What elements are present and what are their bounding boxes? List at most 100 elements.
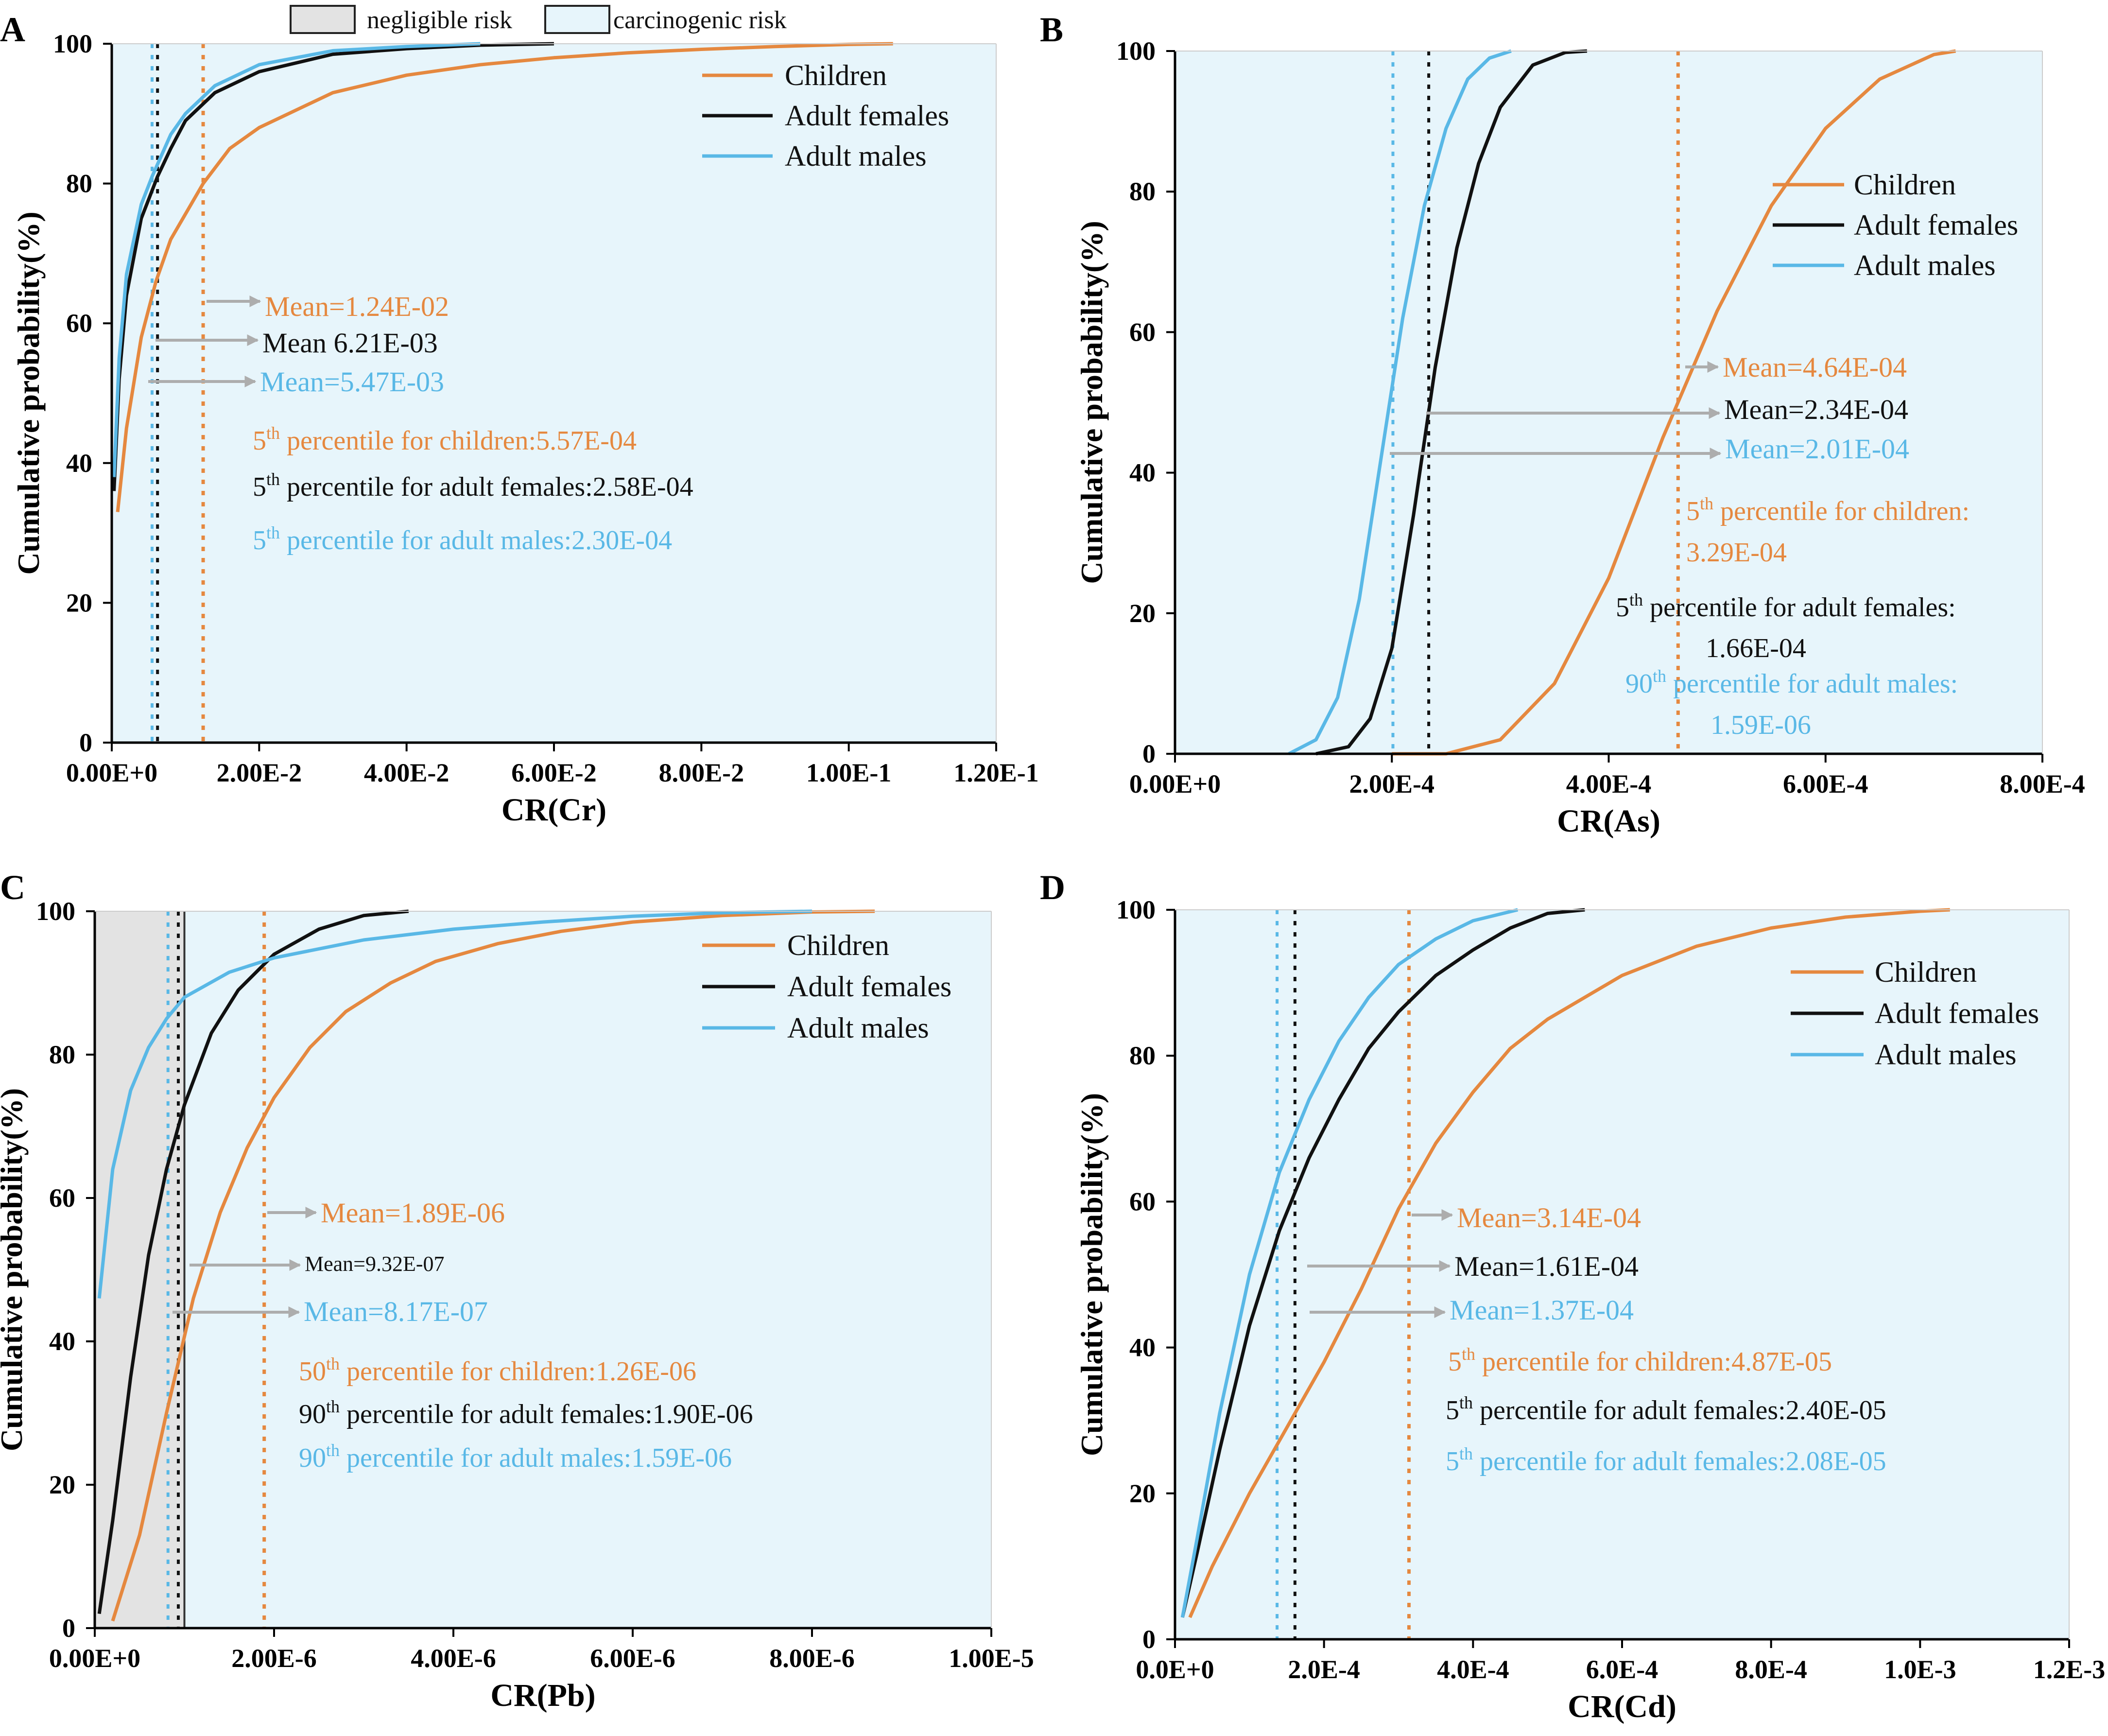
y-tick-label: 80 [66, 169, 92, 198]
top-legend: negligible risk carcinogenic risk [290, 5, 787, 34]
mean-label-adult-males: Mean=8.17E-07 [304, 1296, 488, 1327]
x-tick-label: 2.0E-4 [1288, 1655, 1360, 1684]
series-line-adult-males [1180, 908, 1519, 1618]
series-line-adult-males [97, 909, 812, 1299]
y-tick-label: 20 [49, 1470, 75, 1499]
negligible-risk-label: negligible risk [367, 6, 512, 34]
negligible-region [95, 911, 185, 1628]
percentile-value-adult-males: 1.59E-06 [1711, 710, 1811, 740]
percentile-label-adult-females: 5th percentile for adult females:2.58E-0… [253, 469, 693, 502]
x-tick-label: 6.00E-4 [1783, 769, 1868, 799]
y-tick-label: 40 [1129, 458, 1156, 487]
percentile-value-children: 3.29E-04 [1686, 538, 1787, 568]
y-tick-label: 0 [1142, 739, 1156, 768]
series-line-adult-males [1288, 49, 1512, 756]
percentile-label-children: 5th percentile for children:5.57E-04 [253, 423, 637, 456]
x-tick-label: 4.00E-6 [411, 1644, 496, 1673]
series-line-children [1392, 49, 1956, 756]
percentile-value-adult-females: 1.66E-04 [1706, 633, 1806, 663]
y-tick-label: 0 [62, 1614, 75, 1643]
legend-label-adult-females: Adult females [1875, 997, 2039, 1029]
y-tick-label: 40 [1129, 1333, 1156, 1362]
y-tick-label: 100 [1116, 895, 1156, 924]
panel-letter: A [0, 10, 25, 49]
percentile-label-children: 5th percentile for children:4.87E-05 [1448, 1344, 1832, 1377]
series-line-adult-males [112, 42, 481, 477]
x-tick-label: 0.00E+0 [1129, 769, 1221, 799]
panel-a: A 0.00E+0 2.00E-2 4.00E-2 6.00E-2 8.00E-2 1.00… [0, 10, 1039, 828]
percentile-label-adult-males: 5th percentile for adult females:2.08E-0… [1446, 1444, 1886, 1476]
panel-letter: B [1040, 10, 1063, 49]
x-axis-label: CR(Cr) [501, 792, 606, 828]
y-tick-label: 80 [49, 1040, 75, 1069]
legend: Children Adult females Adult males [702, 59, 949, 172]
x-tick-label: 2.00E-6 [231, 1644, 317, 1673]
legend-label-adult-females: Adult females [785, 100, 949, 132]
y-tick-label: 0 [1142, 1625, 1156, 1654]
y-tick-label: 40 [66, 449, 92, 478]
x-tick-label: 8.00E-2 [659, 758, 744, 787]
carcinogenic-region [95, 911, 991, 1628]
legend: Children Adult females Adult males [702, 929, 951, 1044]
percentile-label-adult-males: 5th percentile for adult males:2.30E-04 [253, 523, 672, 556]
x-axis-label: CR(Cd) [1568, 1689, 1676, 1724]
y-tick-label: 40 [49, 1327, 75, 1356]
series-line-children [1188, 908, 1950, 1618]
mean-label-adult-females: Mean=1.61E-04 [1454, 1250, 1639, 1282]
negligible-risk-swatch [290, 5, 356, 34]
legend-label-adult-males: Adult males [1875, 1039, 2017, 1071]
legend-label-children: Children [1854, 169, 1956, 201]
carcinogenic-region [1175, 910, 2069, 1639]
x-tick-label: 4.00E-4 [1566, 769, 1652, 799]
x-tick-label: 1.00E-5 [949, 1644, 1034, 1673]
percentile-label-adult-females: 5th percentile for adult females: [1616, 590, 1956, 623]
legend-label-children: Children [785, 59, 887, 91]
mean-label-adult-males: Mean=2.01E-04 [1725, 433, 1909, 465]
x-tick-label: 0.00E+0 [66, 758, 157, 787]
panel-letter: C [0, 868, 25, 907]
x-tick-label: 6.00E-2 [511, 758, 597, 787]
legend-label-children: Children [1875, 956, 1977, 988]
panel-c: C 0.00E+0 2.00E-6 4.00E-6 6.00E-6 8.00E-6 1.00… [0, 868, 1034, 1713]
percentile-label-children: 5th percentile for children: [1686, 494, 1970, 526]
legend: Children Adult females Adult males [1773, 169, 2018, 281]
x-tick-label: 0.00E+0 [49, 1644, 140, 1673]
x-tick-label: 8.0E-4 [1735, 1655, 1807, 1684]
panel-d: D 0.0E+0 2.0E-4 4.0E-4 6.0E-4 8.0E-4 1.0E-3 1.2… [1040, 868, 2105, 1724]
x-tick-label: 0.0E+0 [1136, 1655, 1214, 1684]
x-tick-label: 8.00E-4 [2000, 769, 2085, 799]
y-tick-label: 60 [66, 309, 92, 338]
percentile-label-children: 50th percentile for children:1.26E-06 [299, 1354, 696, 1387]
y-tick-label: 0 [79, 728, 92, 757]
carcinogenic-risk-swatch [544, 5, 610, 34]
series-line-children [116, 42, 893, 512]
legend-label-adult-females: Adult females [1854, 209, 2018, 241]
y-tick-label: 100 [53, 29, 92, 58]
legend-label-adult-males: Adult males [785, 140, 927, 172]
percentile-label-adult-females: 90th percentile for adult females:1.90E-… [299, 1397, 753, 1429]
legend-label-children: Children [787, 929, 889, 961]
mean-label-children: Mean=4.64E-04 [1723, 351, 1907, 383]
legend-label-adult-females: Adult females [787, 971, 951, 1003]
series-line-children [111, 909, 875, 1622]
y-tick-label: 100 [1116, 36, 1156, 66]
carcinogenic-region [112, 44, 996, 743]
y-axis-label: Cumulative probability(%) [0, 1088, 29, 1451]
mean-label-adult-females: Mean=9.32E-07 [305, 1252, 445, 1276]
x-tick-label: 8.00E-6 [769, 1644, 855, 1673]
panel-letter: D [1040, 868, 1065, 907]
x-tick-label: 1.0E-3 [1884, 1655, 1956, 1684]
x-tick-label: 2.00E-4 [1349, 769, 1435, 799]
y-tick-label: 100 [36, 897, 75, 926]
x-tick-label: 1.00E-1 [806, 758, 892, 787]
y-tick-label: 80 [1129, 177, 1156, 206]
y-axis-label: Cumulative probability(%) [11, 211, 46, 574]
y-tick-label: 80 [1129, 1041, 1156, 1070]
mean-label-adult-males: Mean=5.47E-03 [260, 366, 444, 398]
mean-label-adult-males: Mean=1.37E-04 [1450, 1294, 1634, 1326]
x-axis-label: CR(As) [1557, 803, 1660, 839]
x-tick-label: 1.20E-1 [953, 758, 1039, 787]
mean-label-children: Mean=3.14E-04 [1457, 1202, 1641, 1233]
series-line-adult-females [1315, 49, 1588, 756]
